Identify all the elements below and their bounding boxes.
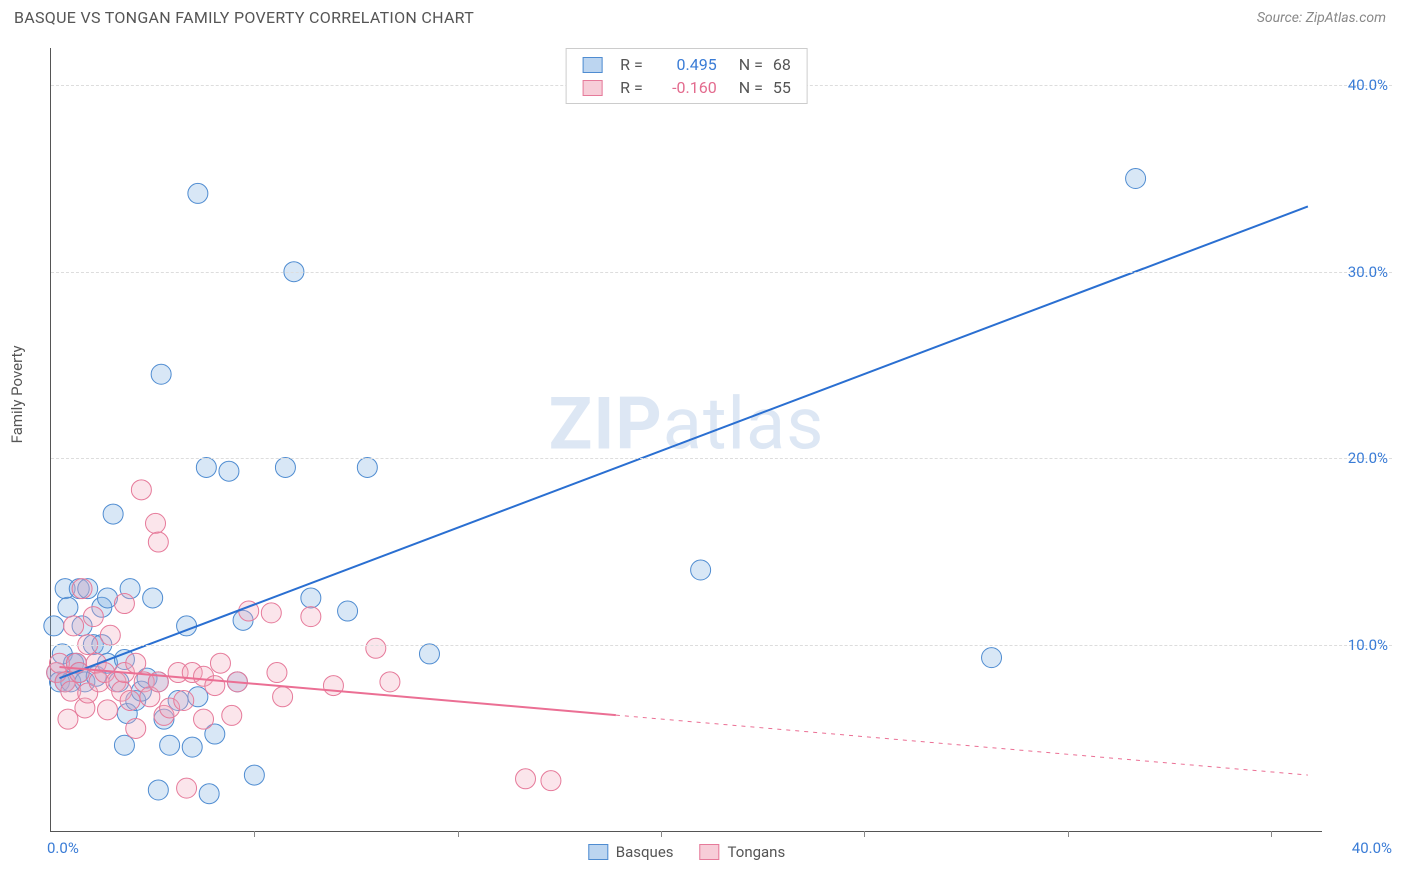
x-tick <box>661 831 662 837</box>
x-axis-max-label: 40.0% <box>1352 839 1392 857</box>
data-point <box>380 672 400 692</box>
data-point <box>323 676 343 696</box>
data-point <box>58 709 78 729</box>
n-label: N = <box>739 55 763 74</box>
data-point <box>188 183 208 203</box>
data-point <box>194 709 214 729</box>
data-point <box>210 653 230 673</box>
data-point <box>151 364 171 384</box>
plot-region: ZIPatlas R =0.495N =68R =-0.160N =55 0.0… <box>50 48 1322 832</box>
correlation-legend: R = 0.495 N = 68 R = -0.160 N = 55 <box>565 48 808 104</box>
r-label: R = <box>620 78 643 97</box>
series-legend: Basques Tongans <box>588 843 785 861</box>
data-point <box>199 784 219 804</box>
data-point <box>366 638 386 658</box>
data-point <box>114 735 134 755</box>
data-point <box>541 771 561 791</box>
legend-item: Basques <box>588 843 674 861</box>
n-value: 68 <box>773 55 791 74</box>
r-label: R = <box>620 55 643 74</box>
data-point <box>205 676 225 696</box>
data-point <box>72 579 92 599</box>
data-point <box>44 616 64 636</box>
chart-area: Family Poverty ZIPatlas R =0.495N =68R =… <box>14 38 1392 878</box>
data-point <box>261 603 281 623</box>
data-point <box>131 480 151 500</box>
data-point <box>219 461 239 481</box>
data-point <box>419 644 439 664</box>
x-tick <box>254 831 255 837</box>
legend-swatch <box>582 57 602 73</box>
data-point <box>103 504 123 524</box>
data-point <box>301 588 321 608</box>
data-point <box>100 625 120 645</box>
y-tick-label: 40.0% <box>1348 76 1388 94</box>
data-point <box>196 457 216 477</box>
y-tick-label: 20.0% <box>1348 449 1388 467</box>
chart-header: BASQUE VS TONGAN FAMILY POVERTY CORRELAT… <box>0 0 1406 31</box>
data-point <box>182 737 202 757</box>
data-point <box>97 700 117 720</box>
n-label: N = <box>739 78 763 97</box>
data-point <box>357 457 377 477</box>
x-tick <box>864 831 865 837</box>
chart-title: BASQUE VS TONGAN FAMILY POVERTY CORRELAT… <box>14 8 474 27</box>
data-point <box>148 780 168 800</box>
legend-label: Basques <box>616 843 674 861</box>
data-point <box>64 616 84 636</box>
data-point <box>160 735 180 755</box>
data-point <box>146 513 166 533</box>
data-point <box>148 532 168 552</box>
gridline <box>51 645 1392 646</box>
data-point <box>114 594 134 614</box>
data-point <box>58 597 78 617</box>
legend-label: Tongans <box>728 843 786 861</box>
legend-swatch <box>700 844 720 860</box>
r-value: -0.160 <box>653 78 717 97</box>
data-point <box>174 691 194 711</box>
correlation-legend-row: R = -0.160 N = 55 <box>582 76 791 99</box>
data-point <box>222 705 242 725</box>
data-point <box>244 765 264 785</box>
data-point <box>982 648 1002 668</box>
y-tick-label: 30.0% <box>1348 263 1388 281</box>
correlation-legend-row: R = 0.495 N = 68 <box>582 53 791 76</box>
data-point <box>120 691 140 711</box>
regression-line-extrapolated <box>616 715 1308 775</box>
gridline <box>51 458 1392 459</box>
legend-swatch <box>582 80 602 96</box>
x-tick <box>1271 831 1272 837</box>
data-point <box>177 778 197 798</box>
y-tick-label: 10.0% <box>1348 636 1388 654</box>
chart-source: Source: ZipAtlas.com <box>1257 10 1386 26</box>
y-axis-label: Family Poverty <box>8 345 26 443</box>
data-point <box>301 607 321 627</box>
data-point <box>126 653 146 673</box>
data-point <box>691 560 711 580</box>
x-tick <box>458 831 459 837</box>
legend-item: Tongans <box>700 843 786 861</box>
data-point <box>267 663 287 683</box>
data-point <box>83 607 103 627</box>
data-point <box>516 769 536 789</box>
legend-swatch <box>588 844 608 860</box>
regression-line <box>59 206 1307 678</box>
data-point <box>273 687 293 707</box>
scatter-svg <box>51 48 1322 831</box>
data-point <box>338 601 358 621</box>
n-value: 55 <box>773 78 791 97</box>
x-axis-origin-label: 0.0% <box>47 839 79 857</box>
x-tick <box>1068 831 1069 837</box>
data-point <box>143 588 163 608</box>
data-point <box>126 718 146 738</box>
data-point <box>275 457 295 477</box>
r-value: 0.495 <box>653 55 717 74</box>
data-point <box>1126 169 1146 189</box>
gridline <box>51 272 1392 273</box>
